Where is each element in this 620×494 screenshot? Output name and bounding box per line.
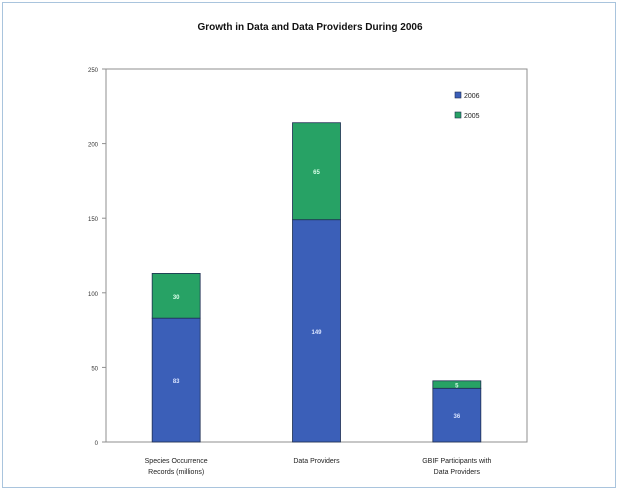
bar-segment-2005 bbox=[292, 122, 341, 221]
x-tick-label: GBIF Participants with Data Providers bbox=[422, 458, 491, 476]
y-tick-label: 0 bbox=[95, 441, 99, 447]
bar-labels: 83 30 149 65 36 5 bbox=[173, 170, 461, 420]
bar-segment-2006 bbox=[151, 317, 201, 443]
chart-svg: Growth in Data and Data Providers During… bbox=[88, 22, 528, 476]
y-axis: 0 50 100 150 200 250 bbox=[88, 68, 106, 447]
bar-value-label: 65 bbox=[313, 170, 320, 176]
x-tick-label-line: Data Providers bbox=[293, 458, 340, 465]
bar-value-label: 5 bbox=[455, 384, 459, 390]
bar-segment-2006 bbox=[432, 387, 482, 443]
y-tick-label: 100 bbox=[88, 292, 99, 298]
bar-value-label: 149 bbox=[311, 330, 322, 336]
bar-value-label: 30 bbox=[173, 295, 180, 301]
legend-label: 2005 bbox=[464, 113, 480, 120]
legend-swatch bbox=[454, 111, 462, 119]
x-tick-label: Data Providers bbox=[293, 458, 340, 465]
x-tick-label-line: GBIF Participants with bbox=[422, 458, 491, 465]
y-tick-label: 50 bbox=[91, 366, 98, 372]
y-tick-label: 150 bbox=[88, 217, 99, 223]
chart-title: Growth in Data and Data Providers During… bbox=[197, 22, 422, 33]
chart-frame: Growth in Data and Data Providers During… bbox=[2, 2, 616, 488]
bar-value-label: 36 bbox=[453, 414, 460, 420]
x-tick-label-line: Data Providers bbox=[434, 469, 481, 476]
y-tick-label: 200 bbox=[88, 143, 99, 149]
y-tick-label: 250 bbox=[88, 68, 99, 74]
x-axis: Species Occurrence Records (millions) Data… bbox=[145, 458, 492, 476]
x-tick-label-line: Species Occurrence bbox=[145, 458, 208, 465]
legend: 2006 2005 bbox=[454, 91, 480, 120]
bars bbox=[151, 122, 482, 443]
bar-segment-2005 bbox=[151, 273, 201, 319]
legend-swatch bbox=[454, 91, 462, 99]
bar-value-label: 83 bbox=[173, 379, 180, 385]
x-tick-label-line: Records (millions) bbox=[148, 469, 204, 476]
legend-label: 2006 bbox=[464, 93, 480, 100]
bar-segment-2005 bbox=[432, 380, 482, 389]
x-tick-label: Species Occurrence Records (millions) bbox=[145, 458, 208, 476]
